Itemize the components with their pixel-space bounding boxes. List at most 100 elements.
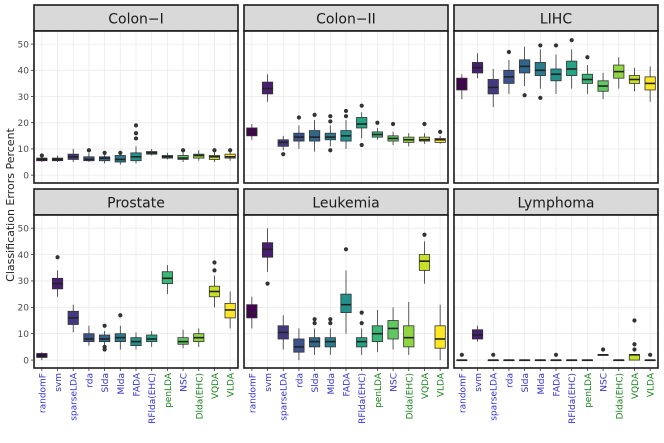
outlier-point xyxy=(312,317,317,322)
outlier-point xyxy=(343,108,349,114)
outlier-point xyxy=(102,150,107,155)
x-tick-label: VQDA xyxy=(421,372,431,399)
y-tick-label: 0 xyxy=(23,171,29,181)
outlier-point xyxy=(491,352,496,357)
outlier-point xyxy=(180,148,186,153)
box-VQDA xyxy=(208,148,221,163)
x-tick-label: svm xyxy=(474,373,484,392)
y-tick-label: 10 xyxy=(18,145,30,155)
x-axis-tick-labels: randomF svm sparseLDA rda Slda Mlda FADA RFlda(… xyxy=(38,368,657,424)
outlier-point xyxy=(133,131,139,136)
outlier-point xyxy=(422,232,427,237)
x-tick-label: Dlda(EHC) xyxy=(195,373,205,419)
outlier-point xyxy=(522,93,527,98)
box-FADA xyxy=(550,43,562,94)
x-tick-label: randomF xyxy=(248,373,258,413)
y-tick-label: 10 xyxy=(18,330,30,340)
facet-title: Prostate xyxy=(107,196,165,212)
box-NSC xyxy=(597,347,609,356)
box-iqr xyxy=(340,293,352,314)
facet-strip xyxy=(453,188,659,216)
box-RFlda(EHC) xyxy=(146,331,158,347)
box-penLDA xyxy=(581,55,593,94)
x-tick-label: rda xyxy=(505,373,515,388)
box-penLDA xyxy=(161,265,173,295)
box-Mlda xyxy=(324,114,336,153)
outlier-point xyxy=(312,112,317,117)
facet-panels: Colon−I 0 10 20 30 40 50 Colon−II LIHC Prostate 0 1… xyxy=(18,4,659,369)
facet-panel: LIHC xyxy=(453,4,659,184)
x-tick-label: VLDA xyxy=(437,372,447,397)
box-iqr xyxy=(356,117,368,129)
box-randomF xyxy=(456,74,468,100)
box-Slda xyxy=(519,46,531,98)
box-Slda xyxy=(309,112,321,152)
box-VLDA xyxy=(434,304,446,361)
x-tick-label: penLDA xyxy=(584,372,594,408)
outlier-point xyxy=(86,148,92,153)
outlier-point xyxy=(212,148,217,153)
outlier-point xyxy=(506,49,512,55)
box-VLDA xyxy=(434,129,446,144)
box-randomF xyxy=(456,352,468,362)
box-RFlda(EHC) xyxy=(356,310,368,355)
x-tick-label: sparseLDA xyxy=(490,372,500,421)
x-tick-label: Dlda(EHC) xyxy=(405,373,415,419)
y-axis-label: Classification Errors Percent xyxy=(4,127,17,281)
outlier-point xyxy=(343,247,349,252)
outlier-point xyxy=(553,43,559,48)
x-tick-label: randomF xyxy=(458,373,468,413)
x-tick-label: NSC xyxy=(180,373,190,392)
outlier-point xyxy=(312,321,317,326)
box-Dlda(EHC) xyxy=(613,359,625,362)
outlier-point xyxy=(375,120,380,125)
x-tick-label: sparseLDA xyxy=(280,372,290,421)
box-iqr xyxy=(293,338,305,353)
box-sparseLDA xyxy=(277,315,289,350)
box-iqr xyxy=(418,254,431,271)
facet-title: Leukemia xyxy=(312,196,379,212)
x-tick-label: VLDA xyxy=(647,372,657,397)
box-Slda xyxy=(99,150,111,164)
panel-border xyxy=(453,30,659,184)
outlier-point xyxy=(102,323,107,328)
x-tick-label: VQDA xyxy=(631,372,641,399)
box-iqr xyxy=(434,325,446,349)
box-penLDA xyxy=(371,120,383,140)
outlier-point xyxy=(265,281,270,286)
outlier-point xyxy=(648,352,653,357)
outlier-point xyxy=(390,121,396,127)
facet-strip xyxy=(453,4,659,32)
box-iqr xyxy=(403,325,415,348)
x-tick-label: FADA xyxy=(343,372,353,396)
box-randomF xyxy=(36,352,48,361)
outlier-point xyxy=(359,310,364,315)
outlier-point xyxy=(359,103,364,108)
box-penLDA xyxy=(371,309,383,353)
outlier-point xyxy=(459,352,464,357)
x-tick-label: RFlda(EHC) xyxy=(148,373,158,424)
box-VQDA xyxy=(418,121,431,144)
box-rda xyxy=(503,49,515,94)
x-tick-label: VLDA xyxy=(227,372,237,397)
box-VQDA xyxy=(628,318,641,361)
y-tick-label: 30 xyxy=(18,277,30,287)
outlier-point xyxy=(438,129,443,134)
facet-title: LIHC xyxy=(540,12,572,28)
box-penLDA xyxy=(161,152,173,160)
box-Dlda(EHC) xyxy=(403,133,415,147)
box-Mlda xyxy=(114,150,126,165)
y-tick-label: 50 xyxy=(18,40,30,50)
box-Mlda xyxy=(534,359,546,362)
box-Slda xyxy=(519,359,531,362)
outlier-point xyxy=(359,142,364,148)
outlier-point xyxy=(359,321,364,326)
x-tick-label: rda xyxy=(295,373,305,388)
x-tick-label: Mlda xyxy=(537,373,547,395)
outlier-point xyxy=(328,114,333,119)
x-tick-label: NSC xyxy=(390,373,400,392)
x-tick-label: NSC xyxy=(600,373,610,392)
box-rda xyxy=(293,115,305,149)
box-VLDA xyxy=(224,291,236,329)
box-FADA xyxy=(130,332,142,350)
